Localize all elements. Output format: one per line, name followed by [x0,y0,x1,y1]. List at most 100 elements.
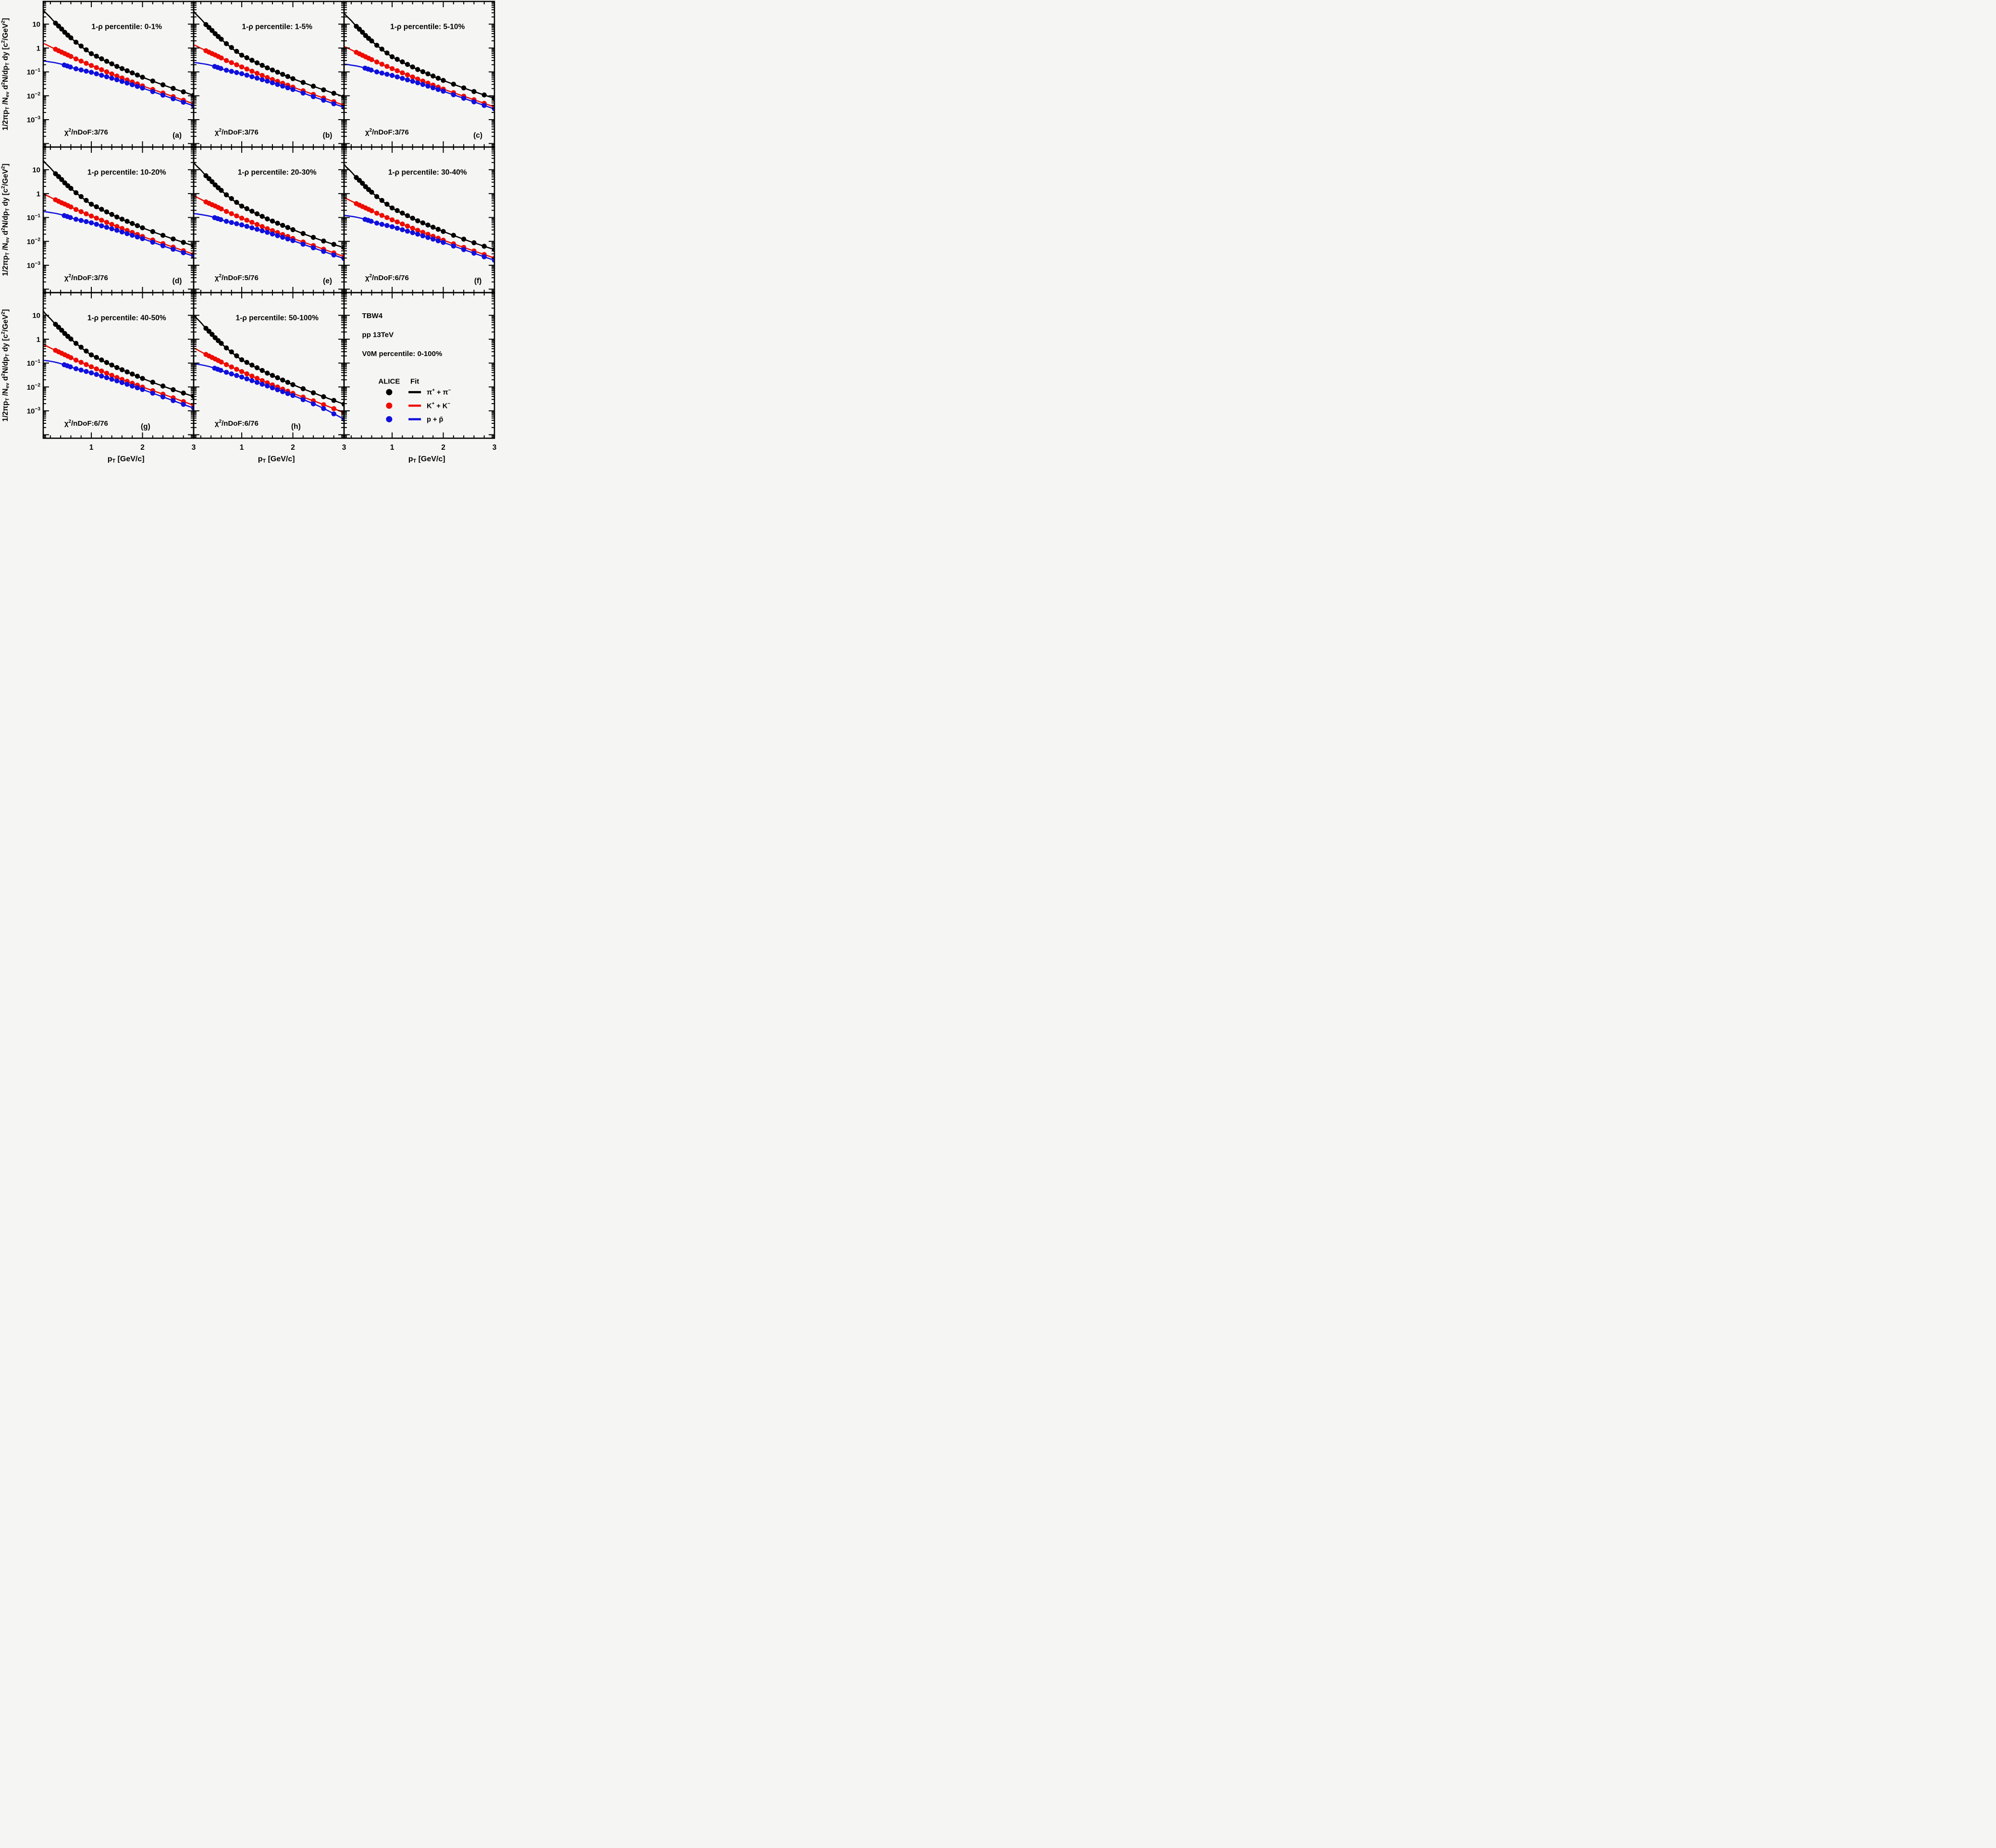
proton-marker-swatch [386,416,393,422]
panel-letter: (b) [323,131,333,139]
legend-item-kaon: K+ + K− [386,401,450,410]
axis-ticks [344,1,495,147]
kaon-legend-label: K+ + K− [427,401,450,410]
panel-title: 1-ρ percentile: 5-10% [390,23,465,31]
chi2-label: χ2/nDoF:3/76 [64,273,108,282]
pion-data-points [203,22,344,99]
proton-series [194,363,344,422]
panel-title: 1-ρ percentile: 20-30% [238,169,317,177]
spectra-grid: 1-ρ percentile: 0-1%χ2/nDoF:3/76 (a)1-ρ p… [0,0,500,464]
panel-c: 1-ρ percentile: 5-10% χ2/nDoF:3/76 (c) [343,0,495,148]
panel-title: 1-ρ percentile: 10-20% [87,169,166,177]
pion-series [194,162,344,250]
proton-legend-label: p + p̄ [427,416,443,423]
chi2-label: χ2/nDoF:3/76 [365,128,409,136]
panel-f: 1-ρ percentile: 30-40% χ2/nDoF:6/76 (f) [343,146,495,294]
panel-title: 1-ρ percentile: 50-100% [236,314,319,322]
proton-series [44,60,193,109]
pion-series [194,314,344,407]
y-tick-label: 10−3 [27,115,41,124]
info-line: pp 13TeV [362,331,394,339]
kaon-series [194,196,344,259]
x-tick-label: 3 [192,444,196,452]
panel-letter: (f) [474,277,482,285]
proton-data-points [362,217,494,263]
kaon-marker-swatch [386,402,393,409]
proton-series [345,63,494,111]
axis-labels: 10 1 10−1 10−2 10−3 1/2πpT /Nev d2N/dpT dy [c… [0,18,497,464]
panel-letter: (g) [141,422,150,431]
x-tick-label: 2 [140,444,145,452]
x-tick-label: 1 [390,444,394,452]
proton-data-points [212,215,344,261]
x-tick-label: 2 [441,444,445,452]
panel-letter: (h) [291,422,301,431]
pion-series [44,10,193,98]
kaon-data-points [203,199,344,259]
axis-ticks [344,147,495,293]
proton-data-points [62,62,193,109]
y-tick-label: 10−2 [27,383,41,392]
pion-data-points [53,171,193,248]
y-tick-label: 10 [32,21,40,29]
legend-item-pion: π+ + π− [386,388,451,396]
proton-series [44,211,193,259]
y-tick-label: 10 [32,312,40,320]
y-tick-label: 10−3 [27,261,41,270]
y-tick-label: 1 [37,335,40,344]
pion-data-points [53,321,193,399]
y-tick-label: 10−1 [27,213,41,222]
info-line: TBW4 [362,312,383,320]
chi2-label: χ2/nDoF:6/76 [215,419,259,428]
panel-title: 1-ρ percentile: 40-50% [87,314,166,322]
proton-data-points [362,65,494,111]
panel-title: 1-ρ percentile: 0-1% [91,23,162,31]
panel-a: 1-ρ percentile: 0-1% χ2/nDoF:3/76 (a) [42,0,195,148]
pion-data-points [203,326,344,407]
legend-item-proton: p + p̄ [386,416,444,423]
y-tick-label: 10−2 [27,237,41,246]
chi2-label: χ2/nDoF:3/76 [64,128,108,136]
x-tick-label: 1 [240,444,244,452]
pion-series [345,164,494,252]
x-axis-title: pT [GeV/c] [258,455,295,463]
legend-header-alice: ALICE [378,377,400,385]
y-tick-label: 10−1 [27,68,41,76]
y-axis-title: 1/2πpT /Nev d2N/dpT dy [c2/GeV2] [0,309,10,421]
y-tick-label: 10 [32,166,40,174]
proton-data-points [212,64,344,110]
panel-letter: (e) [323,277,332,285]
pion-marker-swatch [386,389,393,395]
proton-series [194,213,344,261]
x-tick-label: 3 [493,444,497,452]
pion-data-points [354,24,494,101]
pion-data-points [203,173,344,250]
y-tick-label: 10−3 [27,407,41,415]
spectra-figure: 1-ρ percentile: 0-1% χ2/nDoF:3/76 (a) 1-ρ p… [0,0,500,464]
pion-series [345,12,494,101]
chi2-label: χ2/nDoF:3/76 [215,128,259,136]
y-axis-title: 1/2πpT /Nev d2N/dpT dy [c2/GeV2] [0,163,10,276]
proton-series [44,359,193,411]
x-axis-title: pT [GeV/c] [408,455,445,463]
y-axis-title: 1/2πpT /Nev d2N/dpT dy [c2/GeV2] [0,18,10,130]
chi2-label: χ2/nDoF:6/76 [64,419,108,428]
pion-series [194,11,344,99]
pion-data-points [354,175,494,252]
proton-series [345,215,494,263]
proton-series [194,62,344,110]
panel-b: 1-ρ percentile: 1-5% χ2/nDoF:3/76 (b) [193,0,345,148]
panel-letter: (a) [172,131,182,139]
pion-legend-label: π+ + π− [427,388,451,396]
x-tick-label: 2 [291,444,295,452]
y-tick-label: 1 [37,44,40,52]
info-line: V0M percentile: 0-100% [362,350,443,358]
legend-header-fit: Fit [410,377,419,385]
panel-title: 1-ρ percentile: 30-40% [388,169,467,177]
proton-data-points [62,362,193,411]
chi2-label: χ2/nDoF:5/76 [215,273,259,282]
panel-title: 1-ρ percentile: 1-5% [242,23,312,31]
axis-ticks [194,1,345,147]
proton-data-points [62,213,193,259]
x-axis-title: pT [GeV/c] [108,455,145,463]
